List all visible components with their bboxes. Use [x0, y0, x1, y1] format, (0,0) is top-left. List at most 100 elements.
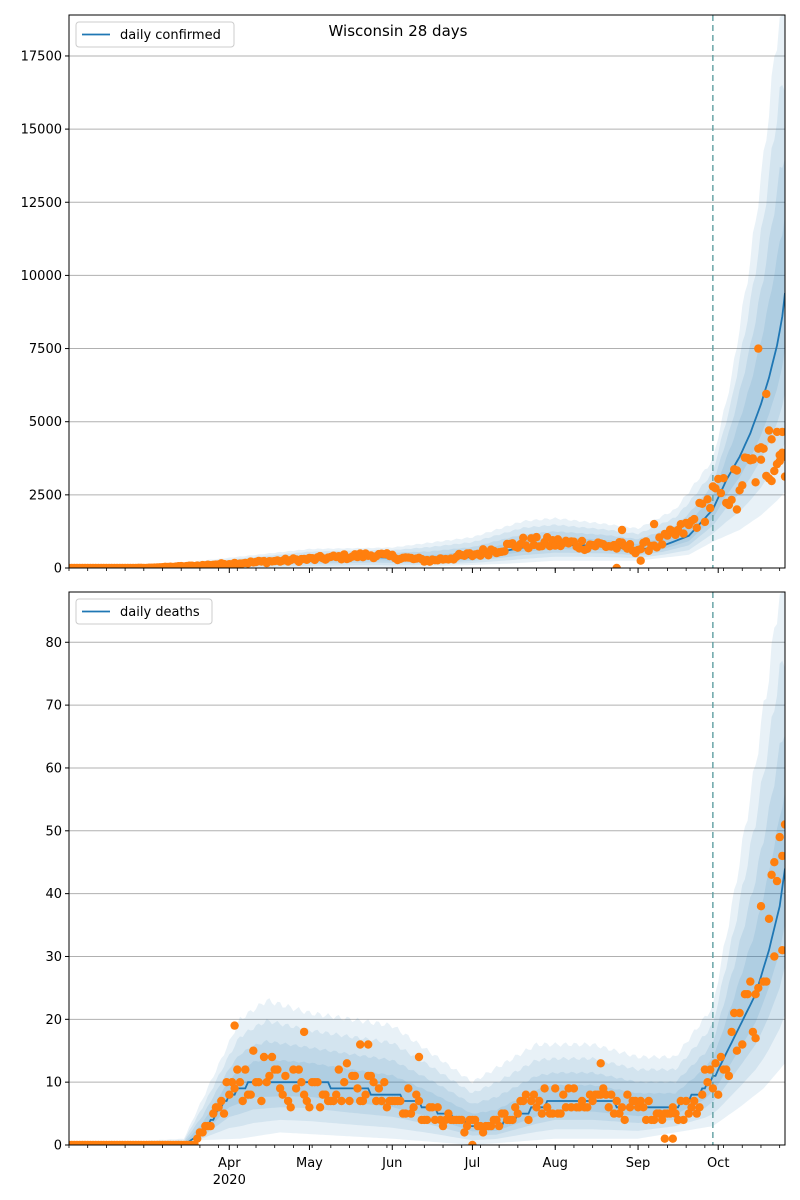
data-point	[532, 1103, 541, 1112]
data-point	[690, 1096, 699, 1106]
data-point	[406, 1109, 416, 1118]
data-point	[703, 1078, 712, 1087]
data-point	[775, 832, 784, 842]
data-point	[230, 1084, 239, 1093]
data-point	[238, 1096, 247, 1106]
data-point	[396, 1096, 405, 1106]
data-point	[353, 1084, 362, 1093]
data-point	[374, 1084, 384, 1093]
x-tick-label: Jul	[464, 1156, 481, 1171]
data-point	[668, 1134, 677, 1143]
data-point	[754, 983, 763, 993]
data-point	[299, 1027, 309, 1037]
data-point	[625, 1103, 635, 1112]
observed-points	[69, 820, 785, 1145]
data-point	[511, 1103, 520, 1112]
band-level-1	[69, 15, 785, 568]
legend-label: daily deaths	[120, 605, 200, 620]
data-point	[690, 514, 699, 524]
data-point	[513, 1109, 522, 1118]
data-point	[377, 1096, 386, 1106]
data-point	[345, 1096, 354, 1106]
data-point	[751, 1034, 760, 1043]
data-point	[414, 1052, 424, 1062]
y-tick-label: 0	[54, 1139, 62, 1154]
data-point	[500, 547, 509, 556]
y-tick-label: 10000	[21, 269, 62, 284]
data-point	[257, 1096, 266, 1106]
data-point	[262, 1078, 271, 1087]
data-point	[767, 870, 776, 879]
data-point	[649, 519, 659, 529]
legend-label: daily confirmed	[120, 28, 221, 43]
data-point	[617, 525, 627, 535]
data-point	[756, 902, 766, 911]
data-point	[679, 1115, 688, 1125]
data-point	[254, 1078, 263, 1087]
data-point	[767, 435, 776, 444]
data-point	[478, 1128, 488, 1137]
data-point	[246, 1090, 255, 1099]
data-point	[657, 1115, 667, 1125]
data-point	[671, 1109, 680, 1118]
data-point	[225, 1090, 234, 1099]
y-tick-label: 7500	[29, 342, 62, 357]
data-point	[583, 1103, 592, 1112]
data-point	[636, 545, 645, 554]
data-point	[657, 540, 667, 549]
data-point	[519, 533, 528, 542]
data-point	[625, 540, 635, 549]
data-point	[537, 1109, 547, 1118]
data-point	[732, 1046, 742, 1055]
y-tick-label: 2500	[29, 488, 62, 503]
data-point	[414, 1096, 424, 1106]
data-point	[604, 1103, 613, 1112]
data-point	[778, 946, 785, 955]
band-level-3	[69, 158, 785, 568]
data-point	[636, 556, 645, 565]
data-point	[404, 1084, 413, 1093]
data-point	[778, 851, 785, 861]
data-point	[577, 1096, 587, 1106]
data-point	[607, 1090, 616, 1099]
data-point	[313, 1078, 322, 1087]
uncertainty-bands	[69, 592, 785, 1145]
data-point	[460, 1128, 469, 1137]
data-point	[380, 1078, 389, 1087]
data-point	[358, 1096, 368, 1106]
data-point	[532, 532, 541, 542]
y-tick-label: 80	[45, 636, 62, 651]
data-point	[350, 1071, 360, 1081]
data-point	[540, 1084, 549, 1093]
data-point	[639, 1103, 648, 1112]
data-point	[748, 455, 758, 464]
data-point	[612, 563, 621, 568]
data-point	[329, 1096, 338, 1106]
data-point	[620, 1115, 629, 1125]
y-tick-label: 30	[45, 950, 62, 965]
data-point	[556, 1109, 565, 1118]
data-point	[748, 1027, 758, 1037]
data-point	[230, 1021, 239, 1030]
data-point	[214, 1103, 223, 1112]
uncertainty-bands	[69, 15, 785, 568]
data-point	[751, 990, 760, 999]
data-point	[332, 1090, 341, 1099]
data-point	[283, 1096, 293, 1106]
data-point	[660, 1134, 669, 1143]
data-point	[724, 1071, 734, 1081]
data-point	[615, 1109, 624, 1118]
data-point	[636, 1096, 645, 1106]
data-point	[714, 1090, 723, 1099]
y-tick-label: 10	[45, 1076, 62, 1091]
data-point	[382, 1103, 392, 1112]
data-point	[361, 1090, 370, 1099]
data-point	[299, 1090, 309, 1099]
data-point	[342, 1059, 352, 1068]
data-point	[732, 505, 742, 514]
y-tick-label: 0	[54, 562, 62, 577]
data-point	[219, 1109, 229, 1118]
data-point	[433, 1103, 442, 1112]
data-point	[209, 1109, 218, 1118]
